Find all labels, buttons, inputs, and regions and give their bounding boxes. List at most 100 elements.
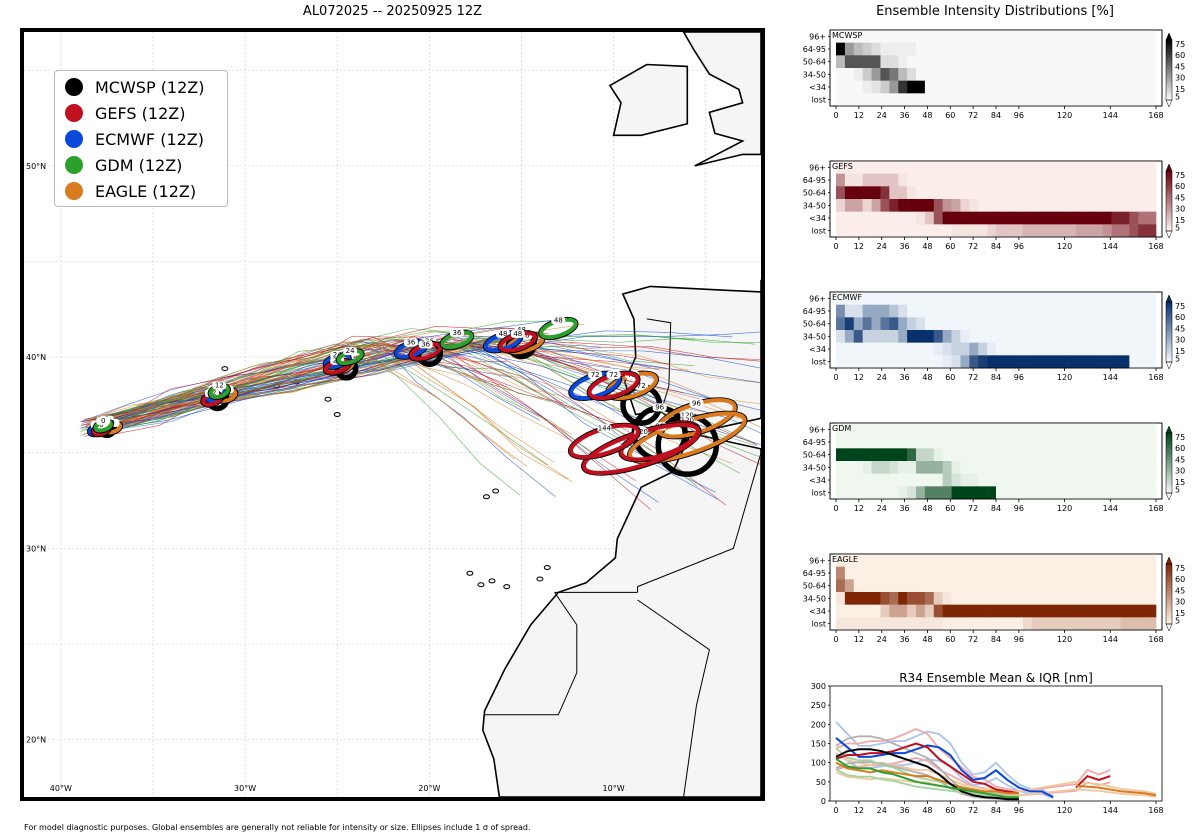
heatmap-x-tick: 12 (854, 111, 864, 120)
heatmap-cell (1093, 317, 1103, 331)
heatmap-x-tick: 84 (991, 242, 1001, 251)
heatmap-cell (942, 604, 952, 618)
heatmap-x-tick: 24 (877, 373, 887, 382)
heatmap-cell (1013, 186, 1023, 200)
heatmap-x-tick: 48 (922, 504, 932, 513)
heatmap-cell (862, 579, 872, 593)
colorbar-segment (1166, 52, 1172, 56)
heatmap-cell (1067, 604, 1077, 618)
heatmap-cell (1093, 211, 1103, 225)
heatmap-cell (1067, 173, 1077, 187)
heatmap-cell (889, 604, 899, 618)
heatmap-cell (1022, 448, 1032, 462)
heatmap-cell (978, 30, 988, 43)
r34-x-tick: 84 (991, 806, 1001, 815)
colorbar-tick-label: 75 (1175, 40, 1185, 49)
heatmap-cell (1084, 604, 1095, 618)
heatmap-cell (907, 173, 917, 187)
heatmap-cell (924, 317, 935, 331)
heatmap-cell (1004, 304, 1015, 318)
heatmap-cell (916, 186, 926, 200)
heatmap-cell (1147, 173, 1157, 187)
heatmap-cell (1076, 161, 1086, 174)
heatmap-cell (1102, 211, 1112, 225)
heatmap-x-tick: 84 (991, 373, 1001, 382)
heatmap-cell (1084, 80, 1095, 94)
heatmap-cell (978, 486, 988, 500)
heatmap-cell (1129, 317, 1139, 331)
heatmap-cell (1129, 30, 1139, 43)
heatmap-cell (1138, 448, 1148, 462)
heatmap-row-label: 64-95 (803, 45, 826, 54)
heatmap-cell (880, 199, 890, 212)
r34-y-tick: 150 (811, 740, 826, 749)
heatmap-cell (1084, 161, 1095, 174)
heatmap-cell (987, 80, 997, 94)
heatmap-cell (951, 292, 961, 305)
colorbar-segment (1166, 222, 1172, 226)
colorbar-segment (1166, 58, 1172, 62)
heatmap-cell (951, 592, 961, 605)
heatmap-x-tick: 144 (1103, 504, 1118, 513)
ensemble-member-track (80, 339, 684, 473)
heatmap-cell (916, 317, 926, 331)
colorbar-frame (1165, 39, 1173, 101)
heatmap-x-tick: 144 (1103, 242, 1118, 251)
heatmap-cell (1058, 423, 1068, 436)
heatmap-cell (1067, 42, 1077, 56)
heatmap-cell (1031, 173, 1041, 187)
forecast-hour-label: 12 (212, 381, 227, 390)
heatmap-x-tick: 120 (1057, 635, 1072, 644)
r34-y-tick: 100 (811, 759, 826, 768)
heatmap-cell (1058, 80, 1068, 94)
heatmap-cell (1022, 199, 1032, 212)
heatmap-cell (1120, 93, 1130, 107)
heatmap-cell (1102, 473, 1112, 487)
heatmap-cell (836, 355, 846, 369)
heatmap-cell (933, 579, 943, 593)
heatmap-cell (836, 80, 846, 94)
colorbar-segment (1166, 612, 1172, 616)
heatmap-cell (880, 211, 890, 225)
heatmap-cell (907, 330, 917, 343)
legend-item-mcwsp: MCWSP (12Z) (65, 75, 205, 99)
heatmap-cell (1093, 42, 1103, 56)
heatmap-cell (1058, 617, 1068, 631)
heatmap-cell (1040, 473, 1050, 487)
colorbar-extend-arrow (1165, 425, 1173, 434)
colorbar-segment (1166, 85, 1172, 89)
land-great-britain (682, 32, 761, 167)
heatmap-cell (1111, 211, 1121, 225)
label-text: 120 (681, 416, 694, 424)
legend-label: ECMWF (12Z) (95, 129, 204, 149)
heatmap-cell (933, 448, 943, 462)
heatmap-cell (1067, 30, 1077, 43)
heatmap-cell (1111, 342, 1121, 356)
heatmap-cell (898, 80, 908, 94)
heatmap-cell (942, 554, 952, 567)
heatmap-cell (1084, 435, 1095, 449)
lon-tick-label: 20°W (418, 784, 440, 793)
heatmap-cell (1058, 186, 1068, 200)
heatmap-cell (916, 199, 926, 212)
heatmap-cell (1093, 566, 1103, 580)
heatmap-cell (1120, 304, 1130, 318)
heatmap-cell (889, 199, 899, 212)
colorbar-segment (1166, 210, 1172, 214)
heatmap-cell (1058, 579, 1068, 593)
heatmap-cell (898, 211, 908, 225)
heatmap-cell (987, 211, 997, 225)
heatmap-cell (907, 186, 917, 200)
heatmap-cell (1022, 68, 1032, 81)
heatmap-cell (1102, 93, 1112, 107)
heatmap-cell (1013, 330, 1023, 343)
lat-tick-label: 40°N (26, 353, 46, 362)
heatmap-cell (1076, 461, 1086, 474)
heatmap-cell (1120, 617, 1130, 631)
heatmap-cell (942, 211, 952, 225)
heatmap-cell (987, 486, 997, 500)
heatmap-cell (853, 448, 863, 462)
country-border (484, 592, 578, 716)
ensemble-member-track (84, 341, 684, 429)
heatmap-cell (844, 448, 855, 462)
